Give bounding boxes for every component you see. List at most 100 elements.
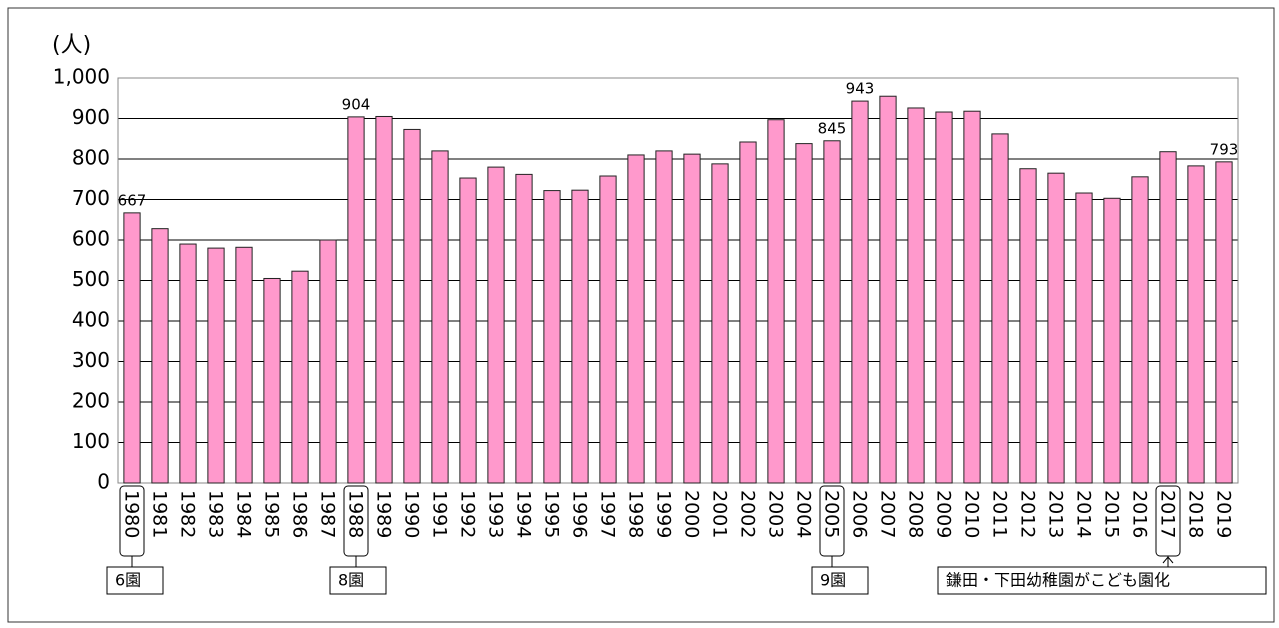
x-tick-label: 2001 bbox=[709, 490, 731, 538]
annotation-box bbox=[329, 566, 387, 595]
bar bbox=[375, 115, 393, 484]
y-tick-label: 400 bbox=[72, 308, 110, 332]
bar bbox=[263, 277, 281, 484]
x-tick-label: 1992 bbox=[457, 490, 479, 538]
y-tick-label: 500 bbox=[72, 267, 110, 291]
value-label: 667 bbox=[118, 191, 147, 209]
bar bbox=[823, 140, 841, 484]
x-tick-label: 1980 bbox=[121, 490, 143, 538]
x-tick-label: 2008 bbox=[905, 490, 927, 538]
bar bbox=[571, 189, 589, 484]
bar bbox=[599, 175, 617, 484]
bar bbox=[1103, 197, 1121, 484]
x-tick-label: 1999 bbox=[653, 490, 675, 538]
x-tick-label: 1995 bbox=[541, 490, 563, 538]
y-tick-label: 600 bbox=[72, 227, 110, 251]
x-tick-label: 2009 bbox=[933, 490, 955, 538]
x-tick-label: 1998 bbox=[625, 490, 647, 538]
bar bbox=[347, 116, 365, 484]
bar bbox=[515, 173, 533, 484]
bar bbox=[543, 190, 561, 484]
y-tick-label: 1,000 bbox=[53, 65, 110, 89]
bar bbox=[907, 107, 925, 484]
x-tick-label: 1991 bbox=[429, 490, 451, 538]
value-label: 793 bbox=[1210, 140, 1239, 158]
bar bbox=[1131, 176, 1149, 484]
x-tick-label: 2012 bbox=[1017, 490, 1039, 538]
bar bbox=[459, 177, 477, 484]
x-tick-label: 2015 bbox=[1101, 490, 1123, 538]
x-tick-label: 1983 bbox=[205, 490, 227, 538]
bar bbox=[711, 163, 729, 484]
x-tick-label: 2018 bbox=[1185, 490, 1207, 538]
bar bbox=[795, 143, 813, 484]
frame bbox=[7, 7, 1275, 623]
x-tick-label: 1990 bbox=[401, 490, 423, 538]
bar bbox=[935, 111, 953, 484]
bar bbox=[235, 246, 253, 484]
bar bbox=[879, 95, 897, 484]
arrow-head bbox=[1162, 556, 1174, 564]
x-tick-label: 1987 bbox=[317, 490, 339, 538]
x-tick-label: 2019 bbox=[1213, 490, 1235, 538]
value-label: 904 bbox=[342, 95, 371, 113]
value-label: 845 bbox=[818, 119, 847, 137]
x-tick-label: 1984 bbox=[233, 490, 255, 538]
bar bbox=[1215, 161, 1233, 484]
bar bbox=[627, 154, 645, 484]
y-tick-label: 700 bbox=[72, 186, 110, 210]
bar bbox=[767, 119, 785, 484]
x-tick-label: 1996 bbox=[569, 490, 591, 538]
annotation-box bbox=[811, 566, 869, 595]
bar bbox=[1019, 168, 1037, 484]
bar bbox=[1159, 151, 1177, 484]
bar bbox=[739, 141, 757, 484]
bar bbox=[1047, 172, 1065, 484]
x-tick-label: 1982 bbox=[177, 490, 199, 538]
annotation: 8園 bbox=[338, 571, 364, 590]
bar bbox=[179, 243, 197, 484]
x-tick-label: 2002 bbox=[737, 490, 759, 538]
y-tick-label: 0 bbox=[97, 470, 110, 494]
bar bbox=[683, 153, 701, 484]
x-tick-label: 2010 bbox=[961, 490, 983, 538]
x-tick-label: 2006 bbox=[849, 490, 871, 538]
y-tick-label: 900 bbox=[72, 105, 110, 129]
annotation-box bbox=[106, 566, 164, 595]
bar bbox=[403, 128, 421, 484]
x-tick-label: 1989 bbox=[373, 490, 395, 538]
x-tick-label: 1993 bbox=[485, 490, 507, 538]
x-tick-label: 2016 bbox=[1129, 490, 1151, 538]
x-tick-label: 1986 bbox=[289, 490, 311, 538]
y-tick-label: 800 bbox=[72, 146, 110, 170]
x-tick-label: 2017 bbox=[1157, 490, 1179, 538]
bar bbox=[151, 228, 169, 484]
bar bbox=[963, 110, 981, 484]
x-tick-label: 1994 bbox=[513, 490, 535, 538]
value-label: 943 bbox=[846, 80, 875, 98]
bar bbox=[207, 247, 225, 484]
x-tick-label: 1997 bbox=[597, 490, 619, 538]
x-tick-label: 2005 bbox=[821, 490, 843, 538]
bar bbox=[291, 270, 309, 484]
bar bbox=[991, 133, 1009, 484]
bar bbox=[1075, 192, 1093, 484]
annotation: 6園 bbox=[115, 571, 141, 590]
bar bbox=[123, 212, 141, 484]
x-tick-label: 1988 bbox=[345, 490, 367, 538]
y-tick-label: 300 bbox=[72, 348, 110, 372]
y-tick-label: 100 bbox=[72, 429, 110, 453]
bar bbox=[1187, 165, 1205, 484]
x-tick-label: 2000 bbox=[681, 490, 703, 538]
x-tick-label: 1981 bbox=[149, 490, 171, 538]
y-tick-label: 200 bbox=[72, 389, 110, 413]
bar bbox=[851, 100, 869, 484]
x-tick-label: 2011 bbox=[989, 490, 1011, 538]
bar bbox=[655, 150, 673, 484]
x-tick-label: 2013 bbox=[1045, 490, 1067, 538]
x-tick-label: 2003 bbox=[765, 490, 787, 538]
bar bbox=[487, 166, 505, 484]
bar bbox=[319, 239, 337, 484]
